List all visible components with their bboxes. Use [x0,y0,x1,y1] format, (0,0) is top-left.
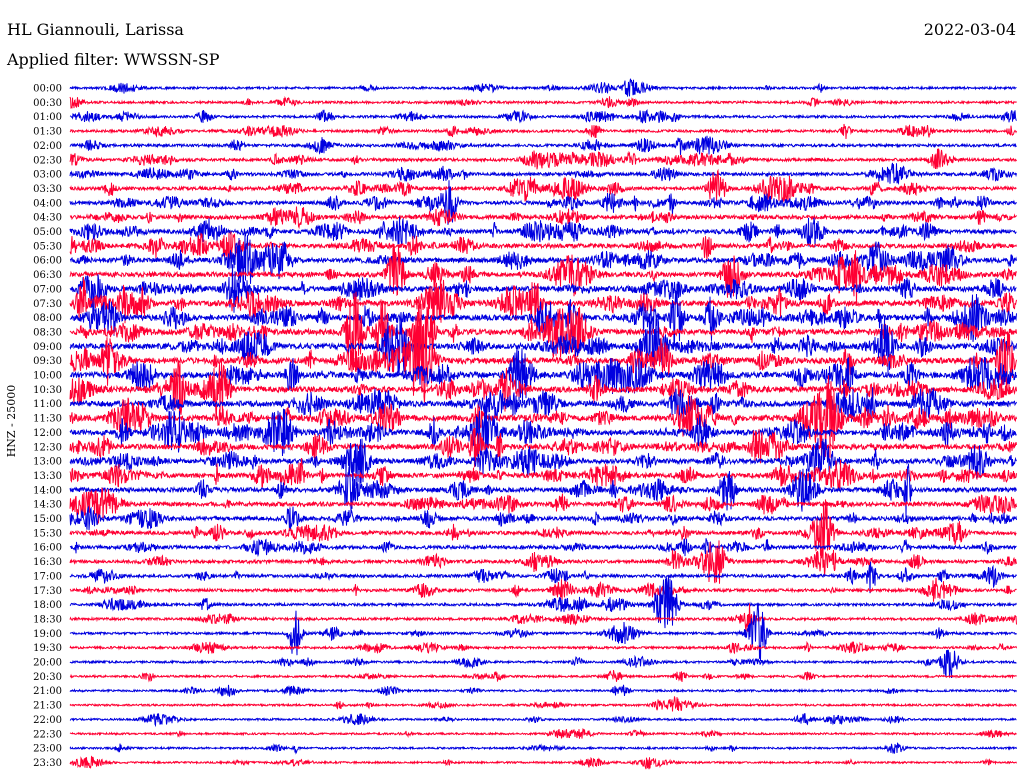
seismic-trace [69,457,1017,492]
row-time-label: 03:30 [33,184,62,195]
row-time-label: 01:00 [33,112,62,123]
row-time-label: 08:00 [33,313,62,324]
seismic-trace [69,487,1017,525]
row-time-label: 18:30 [33,614,62,625]
row-time-label: 13:30 [33,471,62,482]
seismic-trace [69,243,1017,304]
seismic-trace [69,401,1017,465]
row-time-label: 09:00 [33,342,62,353]
row-time-label: 01:30 [33,127,62,138]
seismic-trace [69,180,1017,225]
row-time-label: 22:00 [33,715,62,726]
row-time-label: 15:00 [33,514,62,525]
row-time-label: 13:00 [33,457,62,468]
seismic-trace [69,463,1017,518]
seismic-trace [69,684,1017,697]
row-time-label: 05:30 [33,241,62,252]
seismic-trace [69,108,1017,124]
row-time-label: 11:30 [33,414,62,425]
seismic-trace [69,162,1017,185]
seismic-trace [69,575,1017,629]
seismic-trace [69,640,1017,655]
seismic-trace [69,345,1017,404]
row-time-label: 19:30 [33,643,62,654]
seismic-trace [69,540,1017,584]
seismic-trace [69,283,1017,348]
row-time-label: 22:30 [33,729,62,740]
row-time-label: 02:30 [33,155,62,166]
seismic-trace [69,603,1017,632]
row-time-label: 23:30 [33,758,62,769]
seismic-trace [69,755,1017,770]
row-time-label: 02:00 [33,141,62,152]
row-time-label: 06:30 [33,270,62,281]
seismic-trace [69,321,1017,403]
row-time-label: 20:00 [33,658,62,669]
row-time-label: 12:30 [33,442,62,453]
seismic-trace [69,427,1017,468]
row-time-label: 14:30 [33,500,62,511]
seismic-trace [69,602,1017,662]
row-time-label: 12:00 [33,428,62,439]
seismic-trace [69,316,1017,375]
seismic-trace [69,135,1017,156]
row-time-label: 04:00 [33,198,62,209]
row-time-label: 17:00 [33,571,62,582]
seismic-trace [69,499,1017,566]
row-time-label: 04:30 [33,213,62,224]
seismic-trace [69,291,1017,372]
seismic-trace [69,728,1017,739]
row-time-label: 07:00 [33,284,62,295]
seismic-trace [69,123,1017,140]
seismic-trace [69,649,1017,679]
row-time-label: 23:00 [33,744,62,755]
seismic-trace [69,538,1017,558]
seismic-trace [69,375,1017,458]
row-time-label: 08:30 [33,327,62,338]
seismic-trace [69,561,1017,594]
row-time-label: 00:30 [33,98,62,109]
seismic-trace [69,148,1017,170]
seismic-trace [69,231,1017,261]
seismic-trace [69,386,1017,424]
seismic-trace [69,168,1017,203]
seismic-trace [69,276,1017,327]
row-time-label: 06:00 [33,256,62,267]
row-time-label: 10:00 [33,371,62,382]
row-time-label: 21:00 [33,686,62,697]
filter-label: Applied filter: WWSSN-SP [7,50,220,69]
row-time-label: 16:30 [33,557,62,568]
row-time-label: 09:30 [33,356,62,367]
seismic-trace [69,669,1017,683]
row-time-label: 07:30 [33,299,62,310]
row-time-label: 03:00 [33,170,62,181]
row-time-label: 05:00 [33,227,62,238]
seismic-trace [69,264,1017,313]
row-time-label: 17:30 [33,586,62,597]
seismic-trace [69,206,1017,230]
row-time-label: 20:30 [33,672,62,683]
row-time-label: 10:30 [33,385,62,396]
seismic-trace [69,713,1017,728]
row-time-label: 00:00 [33,84,62,95]
date-label: 2022-03-04 [923,20,1016,39]
seismic-trace [69,233,1017,284]
seismic-trace [69,577,1017,602]
seismic-trace [69,438,1017,487]
row-time-label: 15:30 [33,528,62,539]
row-time-label: 21:30 [33,701,62,712]
seismic-trace [69,505,1017,532]
row-time-label: 16:00 [33,543,62,554]
row-time-label: 11:00 [33,399,62,410]
seismic-trace [69,742,1017,755]
station-title: HL Giannouli, Larissa [7,20,184,39]
seismic-trace [69,216,1017,248]
row-time-label: 19:00 [33,629,62,640]
seismic-trace [69,696,1017,712]
row-time-label: 14:00 [33,485,62,496]
row-time-label: 18:00 [33,600,62,611]
seismic-trace [69,78,1017,97]
seismic-trace [69,96,1017,109]
